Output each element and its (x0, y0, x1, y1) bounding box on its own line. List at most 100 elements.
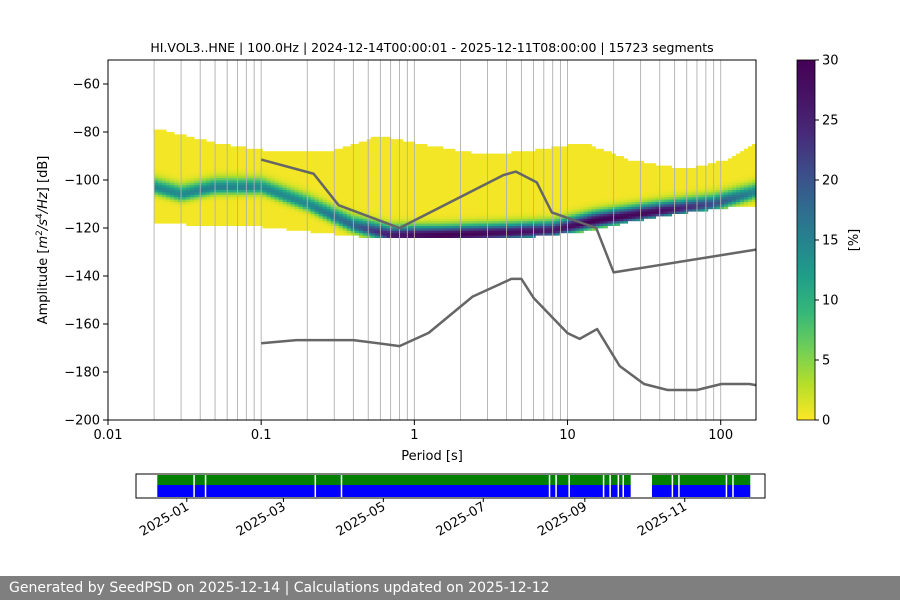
density-cell (503, 187, 508, 190)
density-cell (418, 204, 424, 207)
density-cell (350, 172, 356, 176)
density-cell (499, 153, 504, 157)
density-cell (679, 199, 685, 202)
density-cell (250, 175, 255, 178)
density-cell (623, 168, 628, 171)
density-cell (751, 160, 756, 164)
density-cell (451, 192, 456, 195)
density-cell (735, 156, 741, 159)
density-cell (747, 201, 753, 205)
density-cell (523, 213, 528, 217)
density-cell (627, 175, 633, 178)
density-cell (747, 163, 753, 166)
density-cell (527, 160, 532, 164)
density-cell (242, 172, 247, 176)
density-cell (346, 223, 352, 226)
density-cell (350, 232, 356, 236)
density-cell (294, 213, 299, 217)
density-cell (406, 151, 412, 154)
density-cell (390, 184, 396, 188)
density-cell (194, 187, 199, 190)
density-cell (567, 199, 572, 202)
density-cell (218, 148, 223, 152)
density-cell (398, 235, 404, 238)
density-cell (539, 220, 544, 224)
density-cell (306, 180, 311, 183)
density-cell (459, 163, 464, 166)
density-cell (186, 151, 191, 154)
density-cell (166, 132, 171, 135)
density-cell (358, 206, 364, 210)
x-tick-label: 0.01 (94, 428, 123, 443)
density-cell (270, 218, 275, 222)
density-cell (719, 180, 725, 183)
density-cell (266, 192, 271, 195)
density-cell (162, 139, 167, 142)
density-cell (398, 180, 404, 183)
density-cell (330, 168, 336, 171)
density-cell (250, 184, 255, 188)
density-cell (202, 141, 207, 145)
density-cell (390, 208, 396, 212)
density-cell (246, 196, 251, 200)
density-cell (162, 194, 167, 198)
density-cell (386, 220, 392, 224)
density-cell (731, 175, 737, 178)
density-cell (190, 180, 195, 183)
density-cell (158, 201, 163, 205)
density-cell (186, 139, 191, 142)
density-cell (543, 175, 548, 178)
density-cell (555, 208, 560, 212)
density-cell (294, 194, 299, 198)
density-cell (346, 196, 352, 200)
density-cell (603, 218, 608, 222)
density-cell (471, 180, 476, 183)
density-cell (619, 156, 624, 159)
density-cell (246, 158, 251, 162)
density-cell (426, 199, 432, 202)
density-cell (467, 151, 472, 154)
density-cell (418, 144, 424, 147)
density-cell (671, 175, 677, 178)
density-cell (190, 156, 195, 159)
density-cell (354, 156, 360, 159)
density-cell (326, 177, 332, 181)
density-cell (434, 228, 440, 231)
density-cell (615, 206, 620, 210)
density-cell (374, 156, 380, 159)
density-cell (158, 204, 163, 207)
period-grid-lines (108, 60, 722, 420)
density-cell (414, 189, 420, 193)
density-cell (370, 223, 376, 226)
density-cell (615, 175, 620, 178)
density-cell (342, 196, 348, 200)
density-cell (635, 211, 641, 214)
density-cell (246, 184, 251, 188)
density-cell (515, 206, 520, 210)
density-cell (599, 153, 604, 157)
density-cell (615, 189, 620, 193)
density-cell (422, 228, 428, 231)
density-cell (354, 184, 360, 188)
density-cell (354, 153, 360, 157)
density-cell (250, 187, 255, 190)
density-cell (206, 223, 211, 226)
density-cell (667, 204, 673, 207)
density-cell (459, 228, 464, 231)
density-cell (182, 187, 187, 190)
density-cell (575, 148, 580, 152)
density-cell (278, 170, 283, 174)
density-cell (174, 170, 179, 174)
density-cell (418, 213, 424, 217)
density-cell (739, 170, 745, 174)
density-cell (507, 196, 512, 200)
density-cell (354, 175, 360, 178)
density-cell (314, 189, 320, 193)
density-cell (635, 187, 641, 190)
density-cell (475, 177, 480, 181)
density-cell (651, 175, 657, 178)
density-cell (595, 208, 600, 212)
density-cell (575, 189, 580, 193)
density-cell (547, 172, 552, 176)
density-cell (254, 151, 259, 154)
